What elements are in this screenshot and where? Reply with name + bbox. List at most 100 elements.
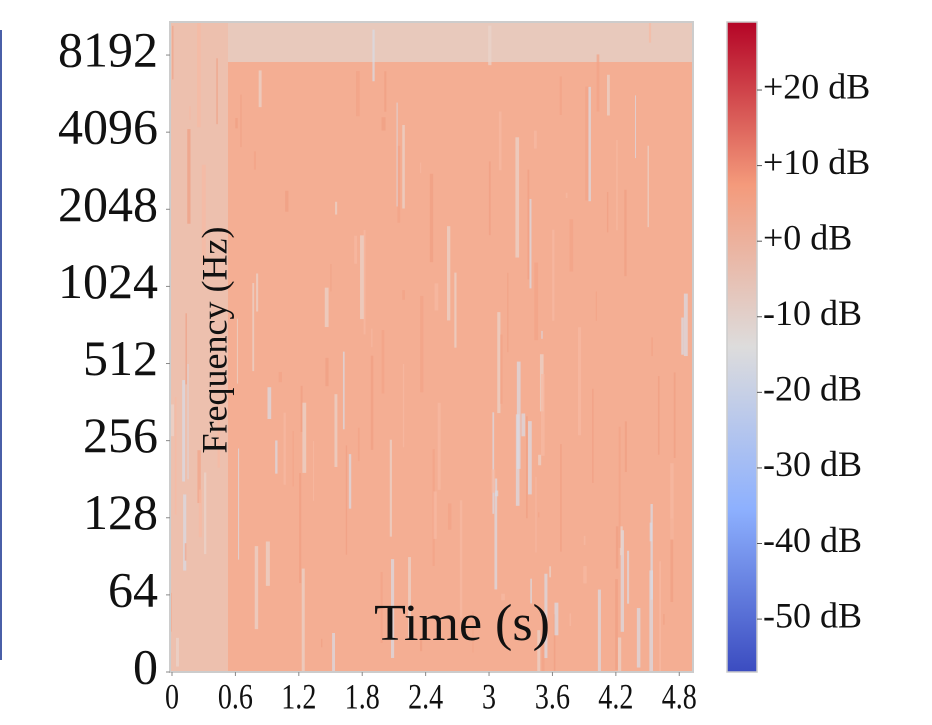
colorbar-tick-label: -50 dB: [763, 595, 862, 635]
texture: [497, 312, 501, 414]
texture: [174, 397, 177, 515]
texture: [397, 145, 401, 223]
texture: [330, 264, 332, 292]
texture: [402, 124, 405, 209]
texture: [454, 272, 457, 348]
texture: [235, 117, 238, 129]
x-axis-label: Time (s): [374, 595, 550, 652]
texture: [494, 478, 498, 590]
texture: [472, 611, 474, 653]
texture: [533, 130, 537, 149]
y-tick-label: 0: [133, 638, 158, 694]
texture: [185, 313, 187, 385]
texture: [538, 512, 540, 518]
texture: [380, 571, 383, 643]
texture: [402, 290, 405, 300]
texture: [332, 632, 335, 672]
texture: [647, 145, 649, 228]
texture: [624, 189, 627, 277]
texture: [569, 613, 572, 627]
texture: [299, 473, 302, 584]
texture: [278, 371, 282, 383]
texture: [371, 328, 373, 348]
texture: [578, 327, 582, 436]
texture: [447, 226, 451, 321]
texture: [606, 74, 610, 116]
texture: [549, 566, 552, 578]
x-tick-label: 2.4: [408, 676, 443, 716]
colorbar: [726, 21, 758, 673]
texture: [335, 201, 338, 215]
texture: [500, 334, 503, 404]
texture: [617, 637, 622, 672]
texture: [615, 526, 619, 569]
texture: [370, 355, 374, 450]
texture: [345, 445, 348, 555]
colorbar-tick-label: +0 dB: [763, 217, 852, 257]
texture: [618, 426, 621, 548]
texture: [170, 404, 175, 437]
texture: [389, 439, 392, 537]
texture: [381, 330, 385, 394]
texture: [236, 318, 238, 384]
texture: [459, 500, 463, 618]
texture: [197, 450, 201, 504]
x-tick-label: 1.8: [345, 676, 380, 716]
texture: [313, 440, 315, 501]
texture: [301, 568, 305, 672]
texture: [384, 71, 387, 112]
y-tick-label: 128: [83, 484, 158, 540]
y-tick-label: 1024: [58, 253, 158, 309]
spectrogram-top-band: [170, 22, 693, 62]
texture: [516, 361, 521, 469]
texture: [683, 293, 688, 357]
y-tick-label: 4096: [58, 99, 158, 155]
texture: [627, 550, 630, 604]
texture: [552, 229, 555, 321]
texture: [624, 421, 627, 473]
spectrogram: [170, 22, 693, 672]
texture: [670, 518, 674, 603]
texture: [182, 380, 186, 482]
texture: [300, 385, 303, 432]
y-tick-label: 256: [83, 407, 158, 463]
texture: [342, 351, 345, 430]
texture: [217, 415, 220, 468]
texture: [488, 161, 491, 236]
texture: [381, 117, 386, 131]
texture: [583, 566, 587, 584]
texture: [253, 151, 256, 170]
texture: [357, 427, 360, 462]
texture: [670, 463, 674, 540]
texture: [681, 317, 684, 355]
y-tick-label: 8192: [58, 22, 158, 78]
texture: [429, 173, 434, 263]
texture: [321, 638, 323, 648]
texture: [657, 376, 660, 455]
texture: [237, 448, 240, 560]
texture: [360, 235, 364, 320]
texture: [544, 573, 548, 659]
texture: [606, 191, 609, 233]
x-tick-label: 4.8: [662, 676, 697, 716]
texture: [527, 169, 530, 280]
texture: [324, 287, 329, 328]
texture: [372, 29, 375, 82]
texture: [534, 262, 539, 341]
colorbar-tick-label: -20 dB: [763, 369, 862, 409]
texture: [187, 129, 191, 224]
texture: [408, 557, 411, 638]
texture: [390, 559, 395, 658]
texture: [204, 472, 207, 555]
colorbar-tick-label: -10 dB: [763, 293, 862, 333]
texture: [553, 614, 556, 672]
colorbar-tick-label: +20 dB: [763, 66, 870, 106]
x-tick-label: 3.6: [535, 676, 570, 716]
colorbar-tick-label: -40 dB: [763, 520, 862, 560]
texture: [176, 637, 179, 667]
texture: [283, 412, 286, 485]
texture: [183, 494, 187, 571]
texture: [651, 337, 653, 357]
texture: [267, 387, 272, 419]
